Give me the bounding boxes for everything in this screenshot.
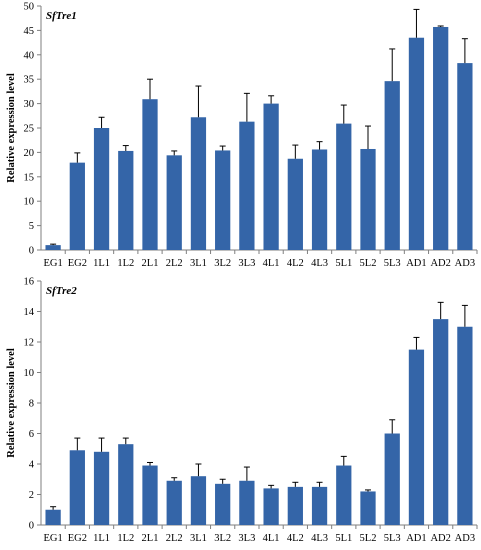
bar-5l2 bbox=[360, 148, 376, 250]
y-tick-label: 0 bbox=[29, 521, 34, 532]
bar-4l1 bbox=[263, 488, 279, 525]
y-tick-label: 45 bbox=[24, 26, 35, 37]
bar-4l1 bbox=[263, 103, 279, 250]
x-tick-label: 3L1 bbox=[190, 258, 207, 269]
bar-eg1 bbox=[45, 509, 61, 525]
y-tick-label: 5 bbox=[29, 221, 34, 232]
x-tick-label: EG1 bbox=[43, 258, 62, 269]
x-tick-label: 5L2 bbox=[360, 258, 377, 269]
chart-panel-sftre1: Relative expression level SfTre1 0 5 10 15 2… bbox=[6, 2, 478, 269]
x-tick-label: 2L2 bbox=[166, 258, 183, 269]
x-tick-label: AD3 bbox=[455, 533, 475, 544]
x-tick-label: AD1 bbox=[406, 533, 426, 544]
bar-4l2 bbox=[287, 486, 303, 525]
bar-ad1 bbox=[408, 349, 425, 525]
y-tick-label: 50 bbox=[24, 2, 35, 13]
bar-2l1 bbox=[142, 99, 158, 250]
bar-4l3 bbox=[311, 149, 328, 250]
y-tick-label: 2 bbox=[29, 490, 34, 501]
x-tick-label: AD2 bbox=[430, 258, 450, 269]
x-tick-label: AD2 bbox=[430, 533, 450, 544]
x-tick-label: 1L2 bbox=[117, 258, 134, 269]
bar-2l2 bbox=[166, 480, 182, 525]
bar-5l1 bbox=[336, 465, 352, 525]
bar-4l3 bbox=[311, 486, 328, 525]
x-tick-label: 2L1 bbox=[142, 533, 159, 544]
y-tick-label: 40 bbox=[24, 50, 35, 61]
chart-panel-sftre2: Relative expression level SfTre2 0 2 4 6 8 10… bbox=[6, 277, 478, 544]
bar-2l1 bbox=[142, 465, 158, 525]
x-tick-label: 5L1 bbox=[335, 258, 352, 269]
bar-1l1 bbox=[93, 451, 110, 525]
y-tick-label: 4 bbox=[29, 460, 35, 471]
bar-1l2 bbox=[118, 444, 134, 525]
y-tick-label: 25 bbox=[24, 124, 35, 135]
bar-5l3 bbox=[384, 81, 400, 250]
x-tick-label: 3L3 bbox=[238, 533, 255, 544]
x-tick-label: 5L2 bbox=[360, 533, 377, 544]
bar-3l3 bbox=[239, 480, 255, 525]
x-tick-label: 5L1 bbox=[335, 533, 352, 544]
y-axis-label: Relative expression level bbox=[6, 348, 17, 458]
y-tick-label: 20 bbox=[24, 148, 35, 159]
bar-3l3 bbox=[239, 121, 255, 250]
x-tick-label: 3L2 bbox=[214, 533, 231, 544]
chart-title: SfTre1 bbox=[46, 10, 77, 22]
x-tick-label: EG2 bbox=[68, 258, 87, 269]
bar-3l2 bbox=[215, 483, 231, 525]
bar-ad2 bbox=[433, 319, 449, 525]
x-tick-label: 4L1 bbox=[263, 533, 280, 544]
bar-eg1 bbox=[45, 245, 61, 250]
bar-3l1 bbox=[190, 476, 207, 525]
y-tick-label: 0 bbox=[29, 246, 34, 257]
bar-ad3 bbox=[457, 63, 473, 250]
bar-5l2 bbox=[360, 491, 376, 525]
y-tick-label: 14 bbox=[24, 307, 35, 318]
bar-ad1 bbox=[408, 37, 425, 250]
bar-1l2 bbox=[118, 150, 134, 250]
y-tick-label: 16 bbox=[24, 277, 35, 288]
x-tick-label: 5L3 bbox=[384, 258, 401, 269]
y-tick-label: 12 bbox=[24, 338, 35, 349]
y-tick-label: 6 bbox=[29, 429, 34, 440]
bar-1l1 bbox=[93, 128, 110, 250]
x-tick-label: 3L2 bbox=[214, 258, 231, 269]
x-tick-label: 2L1 bbox=[142, 258, 159, 269]
y-tick-label: 10 bbox=[24, 368, 35, 379]
y-tick-label: 8 bbox=[29, 399, 34, 410]
y-axis-label: Relative expression level bbox=[6, 73, 17, 183]
x-tick-label: 4L1 bbox=[263, 258, 280, 269]
chart-title: SfTre2 bbox=[46, 285, 77, 297]
y-tick-label: 30 bbox=[24, 99, 35, 110]
x-tick-label: 4L3 bbox=[311, 258, 328, 269]
x-tick-label: 4L2 bbox=[287, 533, 304, 544]
y-tick-label: 10 bbox=[24, 197, 35, 208]
bar-2l2 bbox=[166, 155, 182, 250]
y-tick-label: 35 bbox=[24, 75, 35, 86]
x-tick-label: EG2 bbox=[68, 533, 87, 544]
x-tick-label: 2L2 bbox=[166, 533, 183, 544]
y-tick-label: 15 bbox=[24, 172, 35, 183]
bar-3l1 bbox=[190, 117, 207, 250]
x-tick-label: 4L3 bbox=[311, 533, 328, 544]
bar-4l2 bbox=[287, 158, 303, 250]
x-tick-label: 1L1 bbox=[93, 258, 110, 269]
bar-ad2 bbox=[433, 26, 449, 251]
x-tick-label: 3L3 bbox=[238, 258, 255, 269]
x-tick-label: AD3 bbox=[455, 258, 475, 269]
bar-ad3 bbox=[457, 326, 473, 525]
bar-5l1 bbox=[336, 123, 352, 250]
x-tick-label: 3L1 bbox=[190, 533, 207, 544]
bar-eg2 bbox=[69, 450, 85, 525]
x-tick-label: 5L3 bbox=[384, 533, 401, 544]
x-tick-label: EG1 bbox=[43, 533, 62, 544]
x-tick-label: 1L2 bbox=[117, 533, 134, 544]
x-tick-label: 4L2 bbox=[287, 258, 304, 269]
x-tick-label: AD1 bbox=[406, 258, 426, 269]
bar-3l2 bbox=[215, 150, 231, 250]
bar-5l3 bbox=[384, 433, 400, 525]
x-tick-label: 1L1 bbox=[93, 533, 110, 544]
bar-eg2 bbox=[69, 162, 85, 250]
